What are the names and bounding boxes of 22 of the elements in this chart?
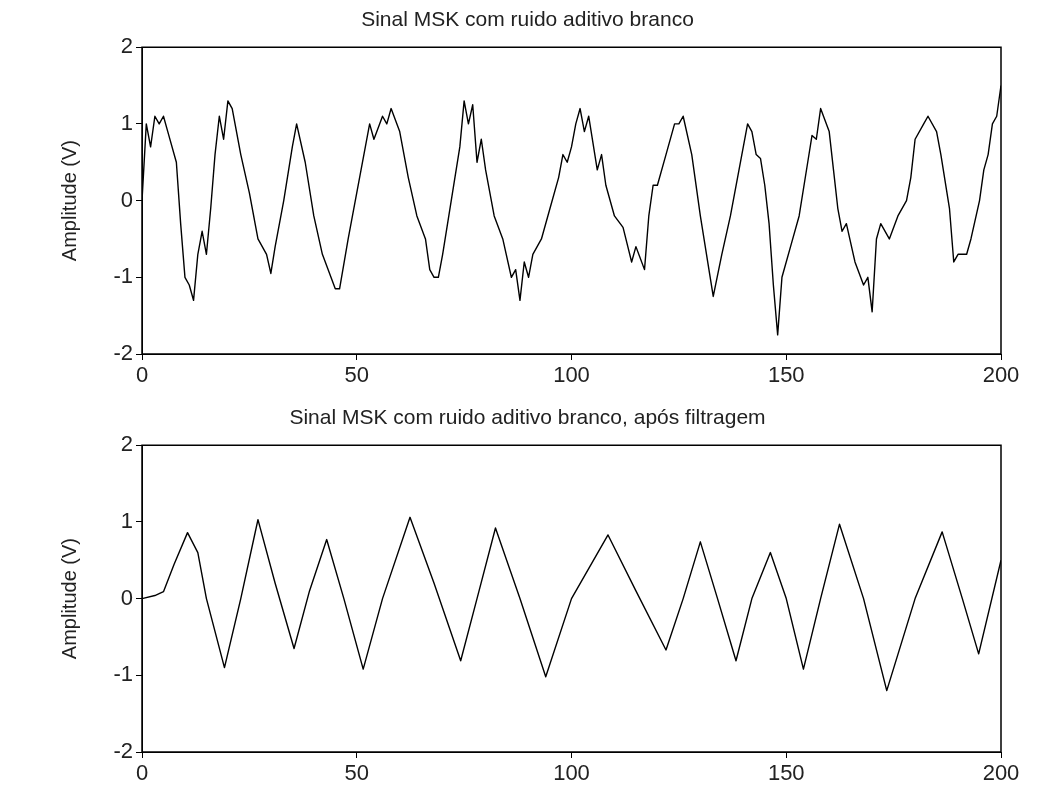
x-tick-label: 100 <box>553 362 590 388</box>
x-tick-label: 100 <box>553 760 590 786</box>
y-tick-label: 1 <box>120 507 133 533</box>
x-tick-label: 50 <box>344 760 369 786</box>
chart-title: Sinal MSK com ruido aditivo branco <box>361 7 694 31</box>
y-tick-label: -2 <box>113 340 133 366</box>
y-tick-label: 2 <box>120 33 133 59</box>
x-tick-label: 200 <box>982 760 1020 786</box>
y-tick-label: -2 <box>113 738 133 764</box>
y-tick-label: 0 <box>120 584 133 610</box>
chart-title: Sinal MSK com ruido aditivo branco, após filtragem <box>289 405 766 429</box>
y-tick-label: 1 <box>120 109 133 135</box>
y-tick-label: -1 <box>113 263 133 289</box>
x-tick-label: 50 <box>344 362 369 388</box>
x-tick-label: 150 <box>767 362 805 388</box>
y-tick-label: 2 <box>120 431 133 457</box>
y-axis-title: Amplitude (V) <box>57 538 80 660</box>
x-tick-label: 200 <box>982 362 1020 388</box>
y-tick-label: -1 <box>113 661 133 687</box>
x-tick-label: 150 <box>767 760 805 786</box>
y-tick-label: 0 <box>120 186 133 212</box>
y-axis-title: Amplitude (V) <box>57 140 80 262</box>
